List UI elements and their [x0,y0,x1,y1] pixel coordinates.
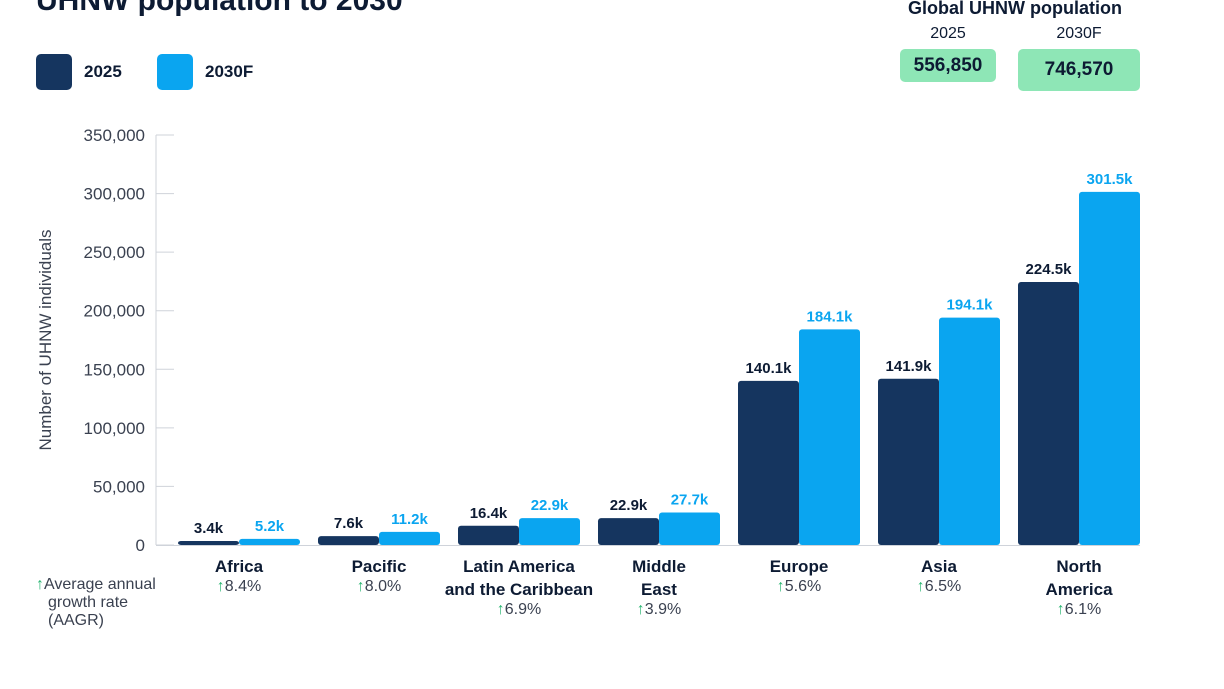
y-tick-label: 350,000 [84,126,145,145]
bar-2025-0 [178,541,239,545]
up-arrow-icon: ↑ [497,601,505,618]
y-axis-title: Number of UHNW individuals [36,229,55,450]
category-label: Asia [921,557,957,576]
up-arrow-icon: ↑ [637,601,645,618]
global-year-2025: 2025 [930,25,966,42]
aagr-legend-line1: Average annual [44,576,156,593]
data-label-2030F-2: 22.9k [531,497,569,514]
bar-2030F-4 [799,329,860,545]
data-label-2025-3: 22.9k [610,497,648,514]
data-label-2025-0: 3.4k [194,520,224,537]
global-value-2030f: 746,570 [1018,49,1140,91]
aagr-value: ↑8.4% [217,578,261,595]
data-label-2025-5: 141.9k [886,358,933,375]
chart-title: UHNW population to 2030 [36,0,403,17]
aagr-legend-line2: growth rate [48,594,129,611]
legend-swatch-2025 [36,54,72,90]
bar-2030F-3 [659,512,720,545]
bar-2025-6 [1018,282,1079,545]
aagr-text: 6.9% [505,601,541,618]
data-label-2025-1: 7.6k [334,515,364,532]
aagr-value: ↑5.6% [777,578,821,595]
bar-2030F-0 [239,538,300,545]
aagr-text: 3.9% [645,601,681,618]
y-tick-label: 0 [136,536,145,555]
aagr-legend-line3: (AAGR) [48,612,104,629]
legend-item-2025: 2025 [36,54,122,90]
aagr-text: 5.6% [785,578,821,595]
category-label: Middle [632,557,686,576]
bar-2025-3 [598,518,659,545]
aagr-value: ↑6.5% [917,578,961,595]
bar-2025-4 [738,380,799,545]
aagr-value: ↑3.9% [637,601,681,618]
bar-2030F-5 [939,317,1000,545]
legend-swatch-2030f [157,54,193,90]
y-tick-label: 300,000 [84,185,145,204]
legend-label-2030f: 2030F [205,62,254,81]
bar-2025-2 [458,525,519,545]
bar-2030F-6 [1079,191,1140,546]
data-label-2025-2: 16.4k [470,505,508,522]
up-arrow-icon: ↑ [357,578,365,595]
data-label-2030F-6: 301.5k [1087,171,1134,188]
data-label-2025-6: 224.5k [1026,261,1073,278]
category-label: Europe [770,557,829,576]
category-label: North [1056,557,1101,576]
data-label-2030F-1: 11.2k [391,511,428,528]
category-label: Latin America [463,557,575,576]
global-year-2030f: 2030F [1056,25,1102,42]
bar-2030F-2 [519,518,580,545]
category-label: Africa [215,557,264,576]
legend-item-2030f: 2030F [157,54,253,90]
aagr-legend: ↑Average annual growth rate (AAGR) [36,576,156,630]
category-label: and the Caribbean [445,580,593,599]
y-tick-label: 100,000 [84,419,145,438]
y-tick-label: 200,000 [84,302,145,321]
up-arrow-icon: ↑ [217,578,225,595]
aagr-text: 8.0% [365,578,401,595]
aagr-value: ↑6.9% [497,601,541,618]
data-label-2030F-5: 194.1k [947,297,994,314]
global-value-2025: 556,850 [900,49,996,82]
data-label-2030F-0: 5.2k [255,518,285,535]
aagr-value: ↑8.0% [357,578,401,595]
up-arrow-icon: ↑ [777,578,785,595]
aagr-text: 8.4% [225,578,261,595]
category-label: East [641,580,677,599]
data-label-2025-4: 140.1k [746,360,793,377]
up-arrow-icon: ↑ [917,578,925,595]
global-population-title: Global UHNW population [908,0,1122,18]
aagr-value: ↑6.1% [1057,601,1101,618]
category-label: Pacific [352,557,407,576]
data-label-2030F-3: 27.7k [671,492,709,509]
data-label-2030F-4: 184.1k [807,308,854,325]
y-tick-label: 150,000 [84,360,145,379]
y-tick-label: 50,000 [93,477,145,496]
bar-2025-1 [318,536,379,545]
up-arrow-icon: ↑ [1057,601,1065,618]
legend-label-2025: 2025 [84,62,122,81]
aagr-legend-arrow-icon: ↑ [36,576,44,593]
aagr-text: 6.1% [1065,601,1101,618]
aagr-text: 6.5% [925,578,961,595]
bar-2025-5 [878,378,939,545]
category-label: America [1045,580,1113,599]
bar-2030F-1 [379,531,440,545]
y-tick-label: 250,000 [84,243,145,262]
